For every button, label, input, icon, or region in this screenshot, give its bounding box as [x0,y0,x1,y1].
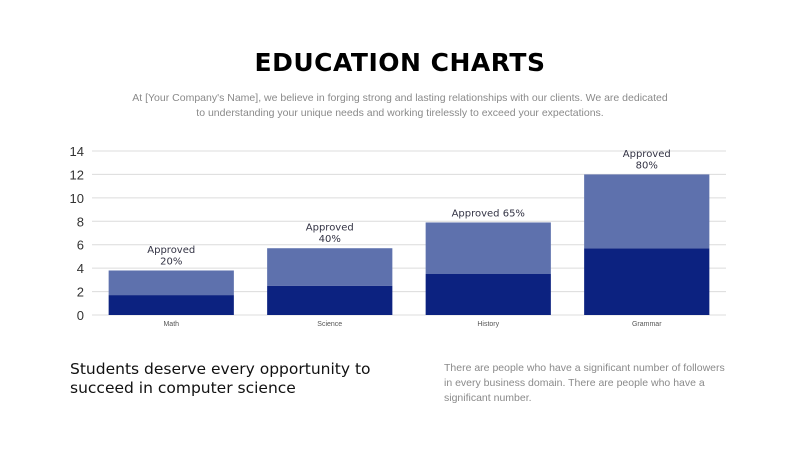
bar-grammar-base [584,248,710,315]
bar-history-additional [425,222,551,274]
data-label-grammar-0: Approved [623,149,671,160]
y-tick-label-0: 0 [77,308,84,323]
bar-math-additional [108,270,234,296]
y-tick-label-2: 2 [77,285,84,300]
data-label-math-1: 20% [160,256,182,267]
x-tick-label-math: Math [163,321,179,328]
intro-text: At [Your Company's Name], we believe in … [132,92,668,119]
x-tick-label-history: History [477,321,499,328]
bar-math-base [108,295,234,315]
bottom-text: There are people who have a significant … [444,362,725,404]
y-tick-label-12: 12 [70,167,84,182]
y-tick-label-4: 4 [77,261,84,276]
y-tick-label-8: 8 [77,214,84,229]
bar-science-additional [267,248,393,286]
data-label-history-0: Approved 65% [452,208,525,219]
bottom-heading: Students deserve every opportunity to su… [70,360,371,397]
bar-grammar-additional [584,174,710,249]
data-label-science-1: 40% [319,234,341,245]
y-tick-label-6: 6 [77,238,84,253]
data-label-grammar-1: 80% [636,160,658,171]
x-tick-label-science: Science [317,321,342,328]
bar-science-base [267,285,393,315]
page-title: EDUCATION CHARTS [254,48,546,77]
data-label-math-0: Approved [147,245,195,256]
data-label-science-0: Approved [306,223,354,234]
bar-history-base [425,274,551,315]
y-tick-label-10: 10 [70,191,84,206]
x-tick-label-grammar: Grammar [632,321,662,328]
y-tick-label-14: 14 [70,144,84,159]
